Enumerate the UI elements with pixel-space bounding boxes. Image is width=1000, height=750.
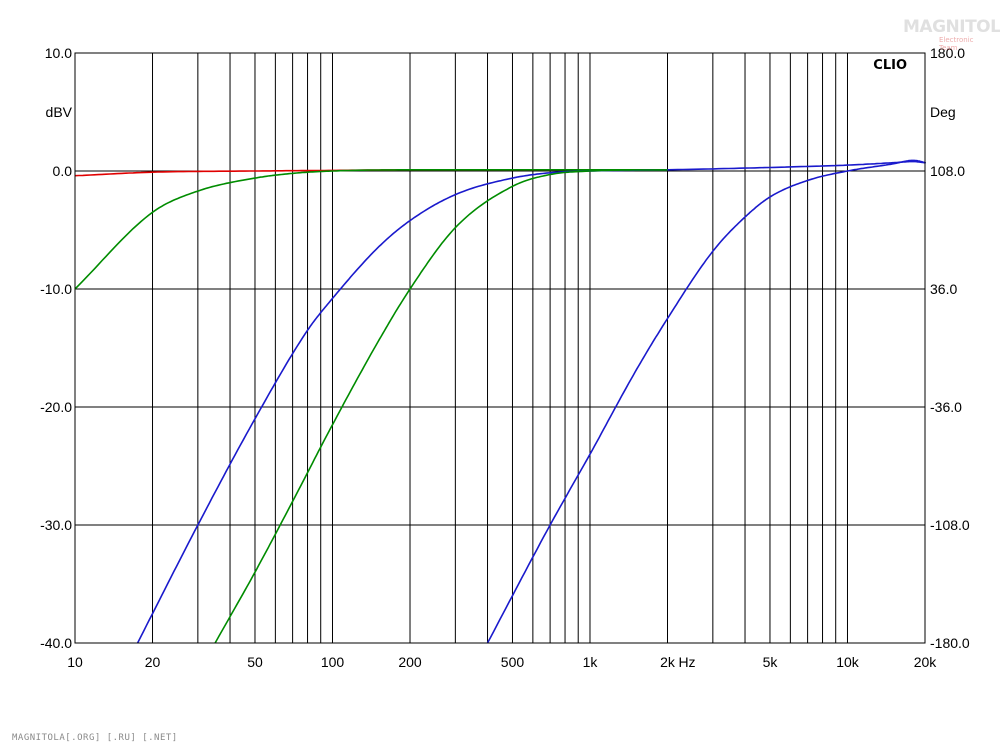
x-tick-labels: 10 20 50 100 200 500 1k 2k 5k 10k 20k xyxy=(67,654,937,670)
y2-tick-label: 180.0 xyxy=(930,45,965,61)
x-axis-unit: Hz xyxy=(678,654,695,670)
curves xyxy=(74,159,927,644)
x-tick-label: 10k xyxy=(836,654,860,670)
x-tick-label: 20k xyxy=(914,654,938,670)
x-tick-label: 1k xyxy=(583,654,599,670)
y-tick-label: -10.0 xyxy=(40,281,72,297)
series-line-3 xyxy=(136,160,925,644)
logo-text: MAGNITOLA xyxy=(903,17,1000,37)
x-tick-label: 2k xyxy=(660,654,676,670)
y2-axis-unit: Deg xyxy=(930,104,956,120)
series-line-2 xyxy=(74,169,668,290)
y2-tick-label: 108.0 xyxy=(930,163,965,179)
y-axis-unit: dBV xyxy=(46,104,73,120)
x-tick-label: 5k xyxy=(763,654,779,670)
y-tick-label: -40.0 xyxy=(40,635,72,651)
y2-tick-label: 36.0 xyxy=(930,281,957,297)
brand-label: CLIO xyxy=(873,58,907,73)
y-tick-labels: 10.0 0.0 -10.0 -20.0 -30.0 -40.0 xyxy=(40,45,72,651)
y2-tick-label: -108.0 xyxy=(930,517,970,533)
x-tick-label: 50 xyxy=(247,654,263,670)
x-tick-label: 100 xyxy=(321,654,345,670)
y-tick-label: 10.0 xyxy=(45,45,72,61)
logo-subtext: Electronic Team xyxy=(939,36,974,52)
y-tick-label: 0.0 xyxy=(53,163,73,179)
footer-text: MAGNITOLA[.ORG] [.RU] [.NET] xyxy=(12,733,178,743)
watermark-logo: MAGNITOLA Electronic Team xyxy=(903,17,1000,52)
y2-tick-label: -180.0 xyxy=(930,635,970,651)
plot-frame xyxy=(74,52,926,644)
y-tick-label: -30.0 xyxy=(40,517,72,533)
y-tick-label: -20.0 xyxy=(40,399,72,415)
x-tick-label: 20 xyxy=(145,654,161,670)
grid xyxy=(74,52,926,644)
x-tick-label: 10 xyxy=(67,654,83,670)
series-line-4 xyxy=(214,169,668,644)
x-tick-label: 500 xyxy=(501,654,525,670)
x-tick-label: 200 xyxy=(398,654,422,670)
y2-tick-labels: 180.0 108.0 36.0 -36.0 -108.0 -180.0 xyxy=(930,45,970,651)
y2-tick-label: -36.0 xyxy=(930,399,962,415)
series-line-5 xyxy=(486,159,927,644)
